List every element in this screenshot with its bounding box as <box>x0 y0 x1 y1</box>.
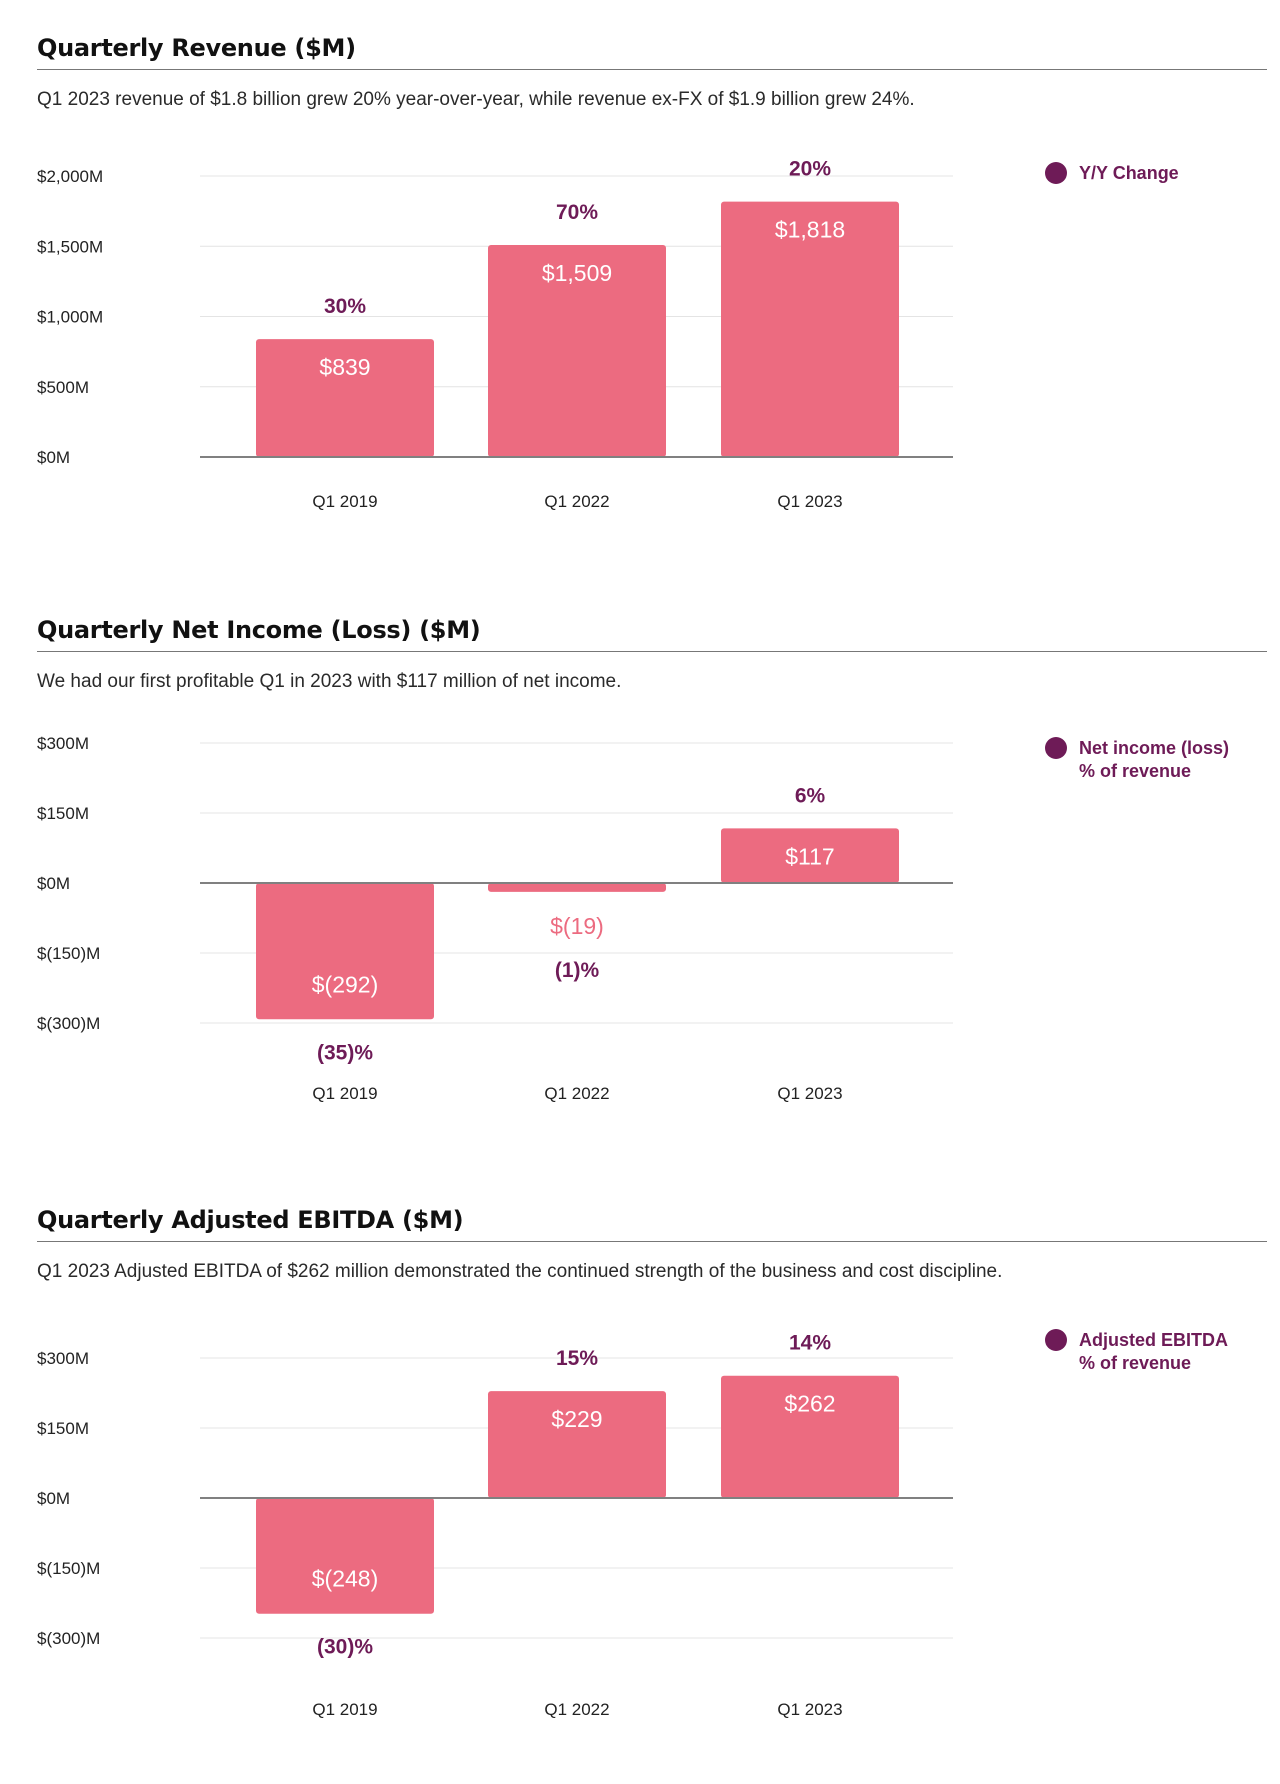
percent-label: 14% <box>789 1332 831 1355</box>
y-tick-label: $150M <box>37 804 89 823</box>
x-category-label: Q1 2023 <box>777 1084 842 1103</box>
revenue-section: Quarterly Revenue ($M) Q1 2023 revenue o… <box>0 0 1280 560</box>
legend-line-1: Y/Y Change <box>1079 163 1179 183</box>
y-tick-label: $0M <box>37 448 70 467</box>
percent-label: 30% <box>324 295 366 318</box>
legend-label: Net income (loss) % of revenue <box>1079 737 1229 783</box>
x-category-label: Q1 2019 <box>312 492 377 511</box>
legend-dot <box>1045 162 1067 184</box>
bar <box>721 201 899 457</box>
title-divider <box>37 651 1267 652</box>
bar <box>256 883 434 1020</box>
legend-line-2: % of revenue <box>1079 1353 1192 1373</box>
bar <box>256 1498 434 1614</box>
x-category-label: Q1 2023 <box>777 492 842 511</box>
legend-dot <box>1045 737 1067 759</box>
y-tick-label: $(300)M <box>37 1014 100 1033</box>
bar <box>721 828 899 883</box>
title-divider <box>37 1241 1267 1242</box>
percent-label: 70% <box>556 201 598 224</box>
y-tick-label: $0M <box>37 874 70 893</box>
y-tick-label: $300M <box>37 1349 89 1368</box>
percent-label: 6% <box>795 784 826 807</box>
value-label: $1,509 <box>542 260 612 286</box>
y-tick-label: $150M <box>37 1419 89 1438</box>
chart-legend: Adjusted EBITDA % of revenue <box>1045 1329 1228 1375</box>
legend-line-1: Adjusted EBITDA <box>1079 1330 1229 1350</box>
value-label: $229 <box>551 1406 602 1432</box>
ebitda-section: Quarterly Adjusted EBITDA ($M) Q1 2023 A… <box>0 1190 1280 1784</box>
legend-label: Adjusted EBITDA % of revenue <box>1079 1329 1228 1375</box>
net-income-section: Quarterly Net Income (Loss) ($M) We had … <box>0 600 1280 1160</box>
ebitda-chart: $300M $150M $0M $(150)M $(300)M $(248) (30)% Q1… <box>37 1332 953 1719</box>
percent-label: 20% <box>789 158 831 181</box>
x-category-label: Q1 2019 <box>312 1700 377 1719</box>
chart-legend: Y/Y Change <box>1045 162 1179 185</box>
x-category-label: Q1 2023 <box>777 1700 842 1719</box>
x-category-label: Q1 2022 <box>544 1700 609 1719</box>
value-label: $(248) <box>312 1566 378 1592</box>
legend-line-2: % of revenue <box>1079 761 1192 781</box>
y-tick-label: $300M <box>37 734 89 753</box>
percent-label: 15% <box>556 1347 598 1370</box>
chart-subtitle: Q1 2023 Adjusted EBITDA of $262 million … <box>37 1261 1003 1282</box>
y-tick-label: $(150)M <box>37 944 100 963</box>
chart-subtitle: Q1 2023 revenue of $1.8 billion grew 20%… <box>37 89 915 110</box>
chart-title: Quarterly Net Income (Loss) ($M) <box>37 616 481 644</box>
x-category-label: Q1 2019 <box>312 1084 377 1103</box>
value-label: $839 <box>319 354 370 380</box>
legend-line-1: Net income (loss) <box>1079 738 1230 758</box>
y-tick-label: $1,500M <box>37 237 103 256</box>
x-category-label: Q1 2022 <box>544 1084 609 1103</box>
chart-subtitle: We had our first profitable Q1 in 2023 w… <box>37 671 622 692</box>
legend-label: Y/Y Change <box>1079 162 1179 185</box>
y-tick-label: $(150)M <box>37 1559 100 1578</box>
y-tick-label: $0M <box>37 1489 70 1508</box>
value-label: $(292) <box>312 971 378 997</box>
value-label: $117 <box>785 843 834 869</box>
value-label: $1,818 <box>775 217 845 243</box>
bar <box>488 1391 666 1498</box>
value-label: $262 <box>784 1391 835 1417</box>
title-divider <box>37 69 1267 70</box>
revenue-chart: $2,000M $1,500M $1,000M $500M $0M $839 30% Q1 2… <box>37 158 953 511</box>
x-category-label: Q1 2022 <box>544 492 609 511</box>
legend-dot <box>1045 1329 1067 1351</box>
y-tick-label: $2,000M <box>37 167 103 186</box>
bar <box>721 1375 899 1498</box>
chart-title: Quarterly Adjusted EBITDA ($M) <box>37 1206 464 1234</box>
value-label: $(19) <box>550 913 604 939</box>
net-income-chart: $300M $150M $0M $(150)M $(300)M $(292) (35)% Q1… <box>37 734 953 1103</box>
bar <box>256 339 434 457</box>
percent-label: (1)% <box>555 959 600 982</box>
bar <box>488 883 666 892</box>
bar <box>488 244 666 457</box>
y-tick-label: $500M <box>37 378 89 397</box>
percent-label: (35)% <box>317 1041 373 1064</box>
chart-title: Quarterly Revenue ($M) <box>37 34 356 62</box>
y-tick-label: $(300)M <box>37 1629 100 1648</box>
percent-label: (30)% <box>317 1636 373 1659</box>
chart-legend: Net income (loss) % of revenue <box>1045 737 1229 783</box>
y-tick-label: $1,000M <box>37 308 103 327</box>
